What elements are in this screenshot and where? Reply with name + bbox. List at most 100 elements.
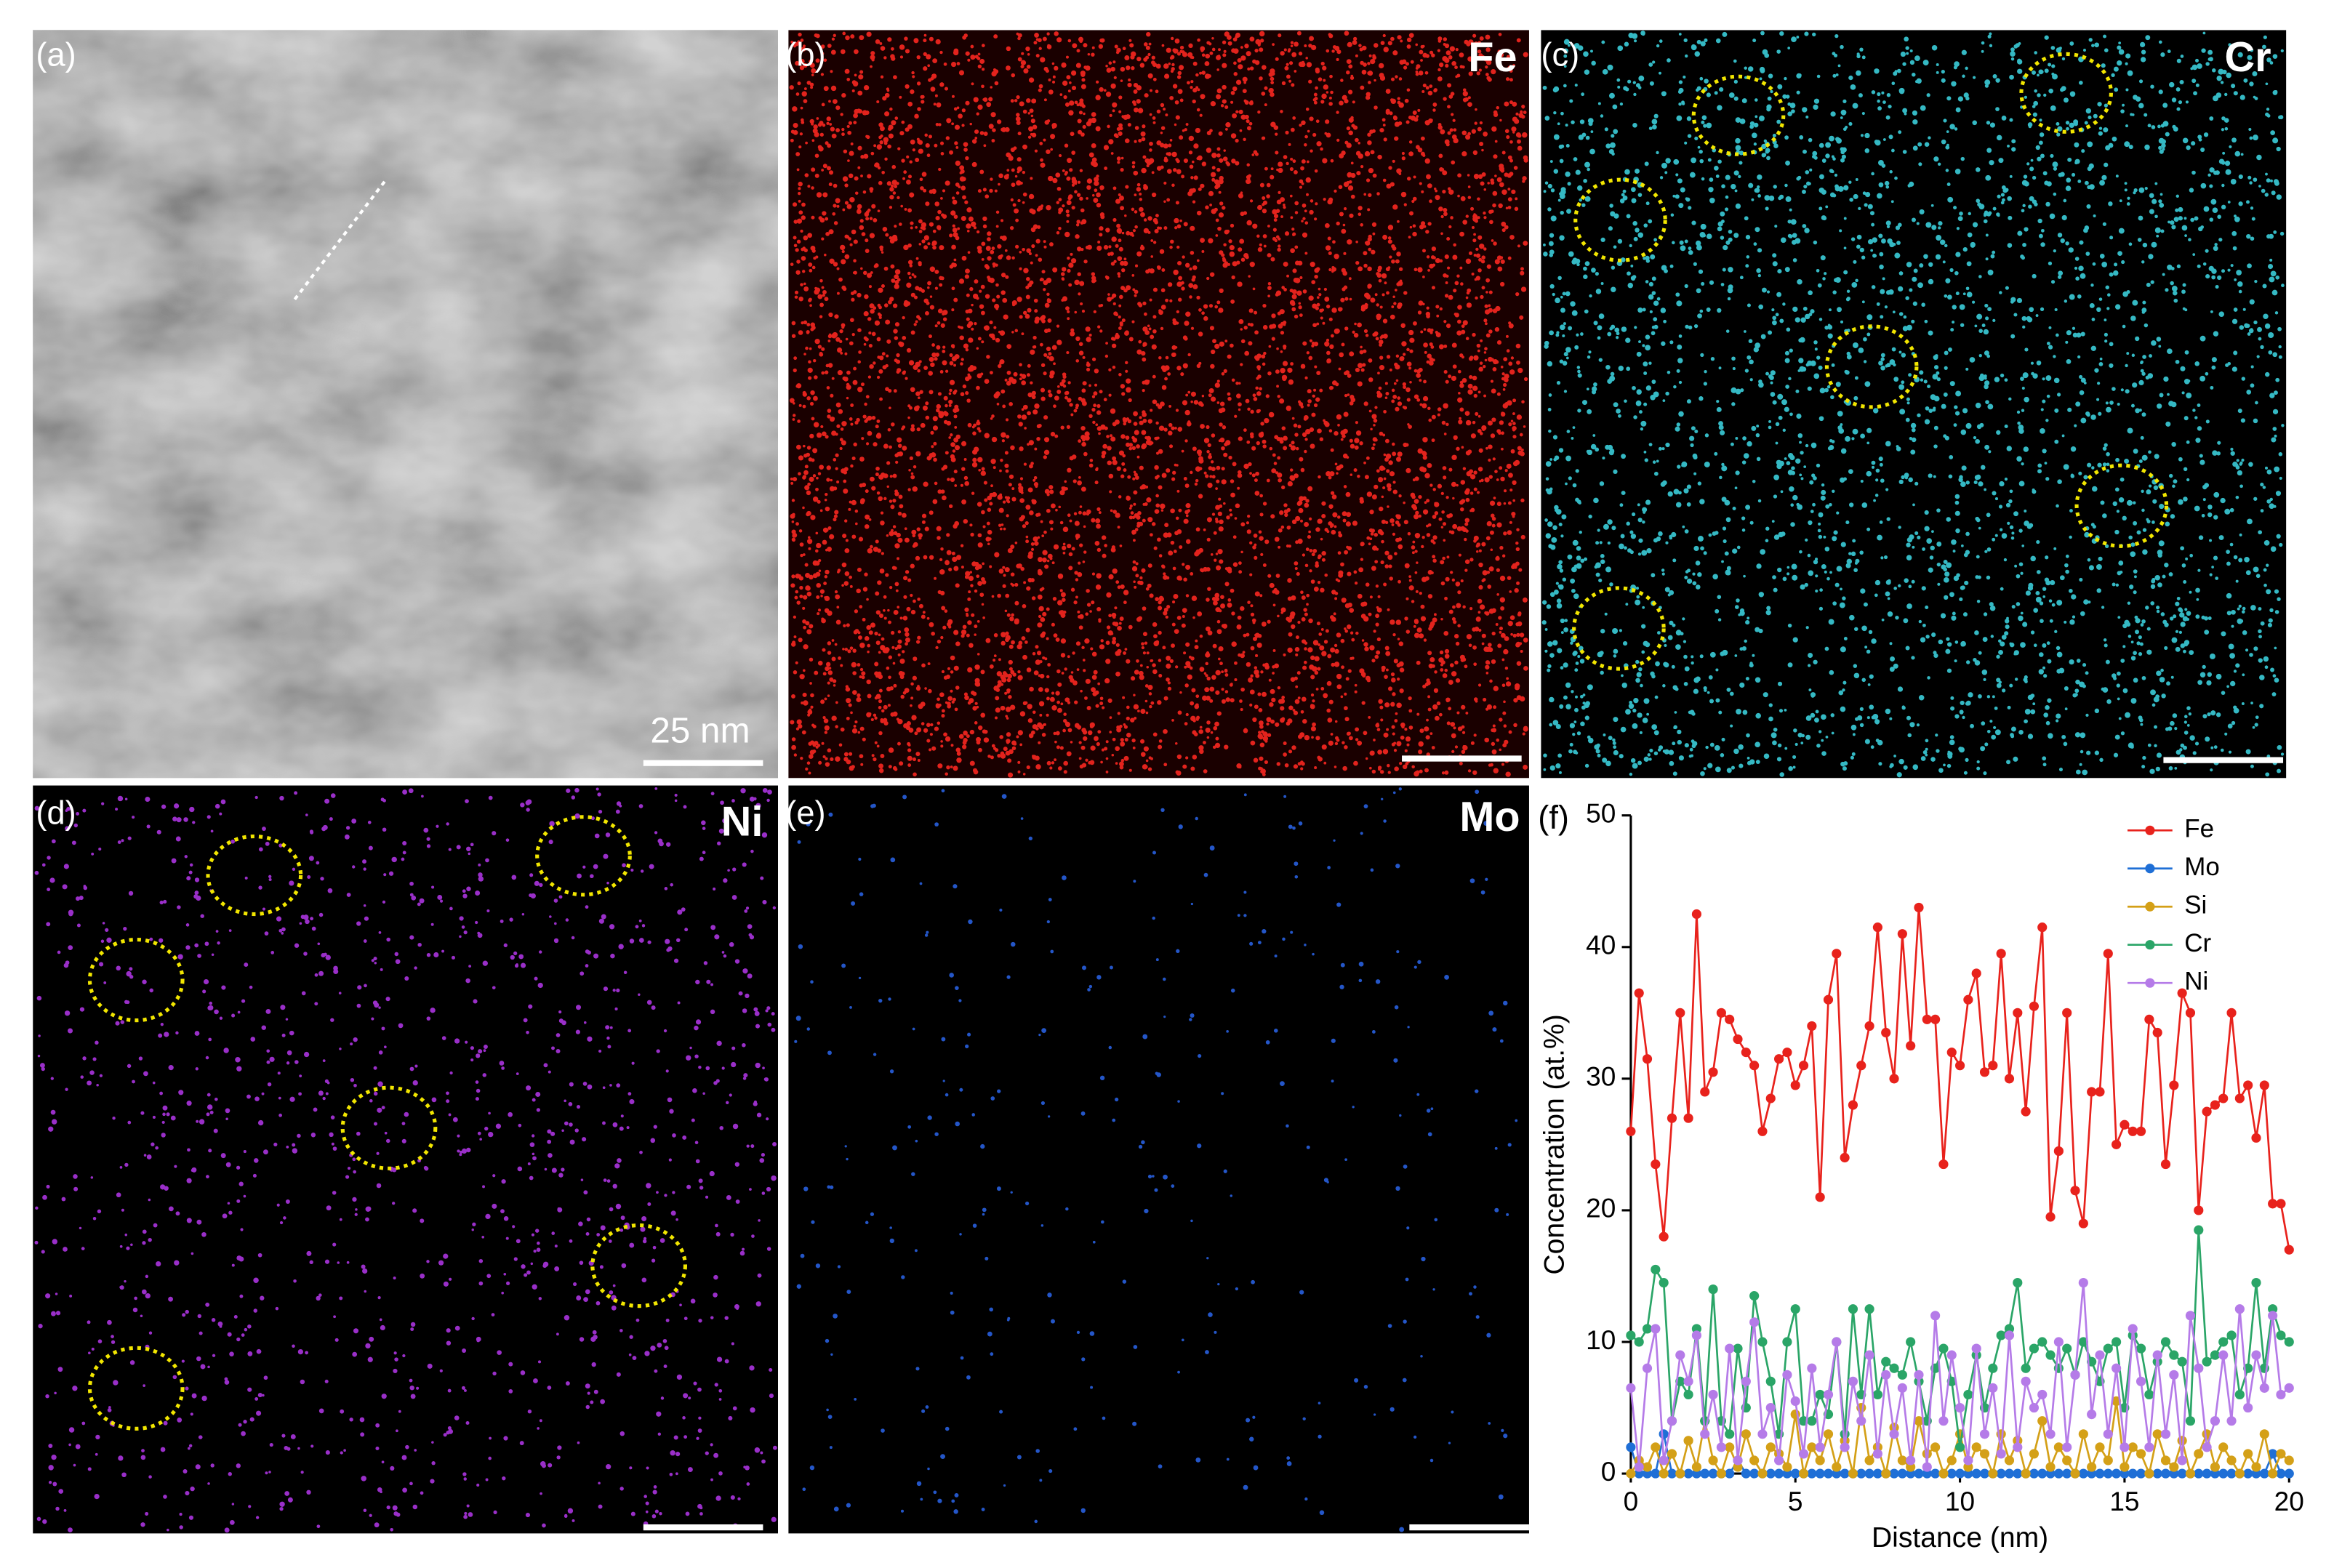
dot: [1389, 576, 1393, 581]
dot: [1222, 40, 1227, 44]
dot: [853, 725, 857, 728]
dot: [1355, 631, 1359, 635]
dot: [1465, 712, 1469, 715]
dot: [1417, 108, 1421, 112]
dot: [1406, 88, 1411, 92]
dot: [918, 230, 923, 233]
dot: [1004, 691, 1008, 695]
dot: [833, 99, 838, 104]
dot: [951, 244, 956, 250]
dot: [1283, 509, 1288, 514]
dot: [1174, 123, 1177, 126]
dot: [1003, 747, 1008, 752]
dot: [1118, 315, 1121, 319]
dot: [1459, 353, 1464, 358]
dot: [878, 688, 883, 693]
dot: [1006, 613, 1011, 617]
dot: [1466, 634, 1472, 640]
dot: [1402, 406, 1405, 409]
dot: [1230, 698, 1235, 703]
dot: [808, 457, 813, 462]
dot: [1308, 530, 1311, 534]
dot: [1128, 39, 1132, 42]
dot: [1297, 621, 1301, 624]
dot: [1076, 246, 1082, 252]
dot: [1373, 739, 1376, 741]
dot: [1467, 288, 1472, 293]
dot: [1374, 560, 1379, 564]
dot: [825, 762, 830, 767]
dot: [1509, 520, 1512, 524]
dot: [1415, 590, 1419, 593]
dot: [1341, 342, 1345, 347]
dot: [1132, 477, 1136, 481]
dot: [1025, 46, 1030, 52]
dot: [961, 629, 967, 635]
dot: [1379, 336, 1383, 339]
dot: [921, 172, 927, 177]
dot: [810, 86, 814, 89]
dot: [1381, 668, 1385, 672]
dot: [1391, 305, 1395, 309]
dot: [1131, 446, 1136, 451]
element-dots: [34, 31, 2285, 1533]
dot: [790, 138, 794, 142]
dot: [1252, 545, 1256, 550]
dot: [1139, 63, 1145, 68]
dot: [1105, 640, 1110, 646]
dot: [861, 437, 865, 441]
dot: [1342, 765, 1347, 771]
dot: [953, 765, 958, 771]
dot: [801, 321, 804, 325]
dot: [1305, 499, 1310, 503]
dot: [1344, 629, 1349, 633]
dot: [1216, 401, 1220, 404]
dot: [843, 581, 849, 586]
dot: [1209, 204, 1212, 206]
dot: [862, 482, 867, 487]
dot: [1155, 214, 1159, 218]
dot: [843, 757, 849, 762]
dot: [1472, 770, 1477, 775]
dot: [852, 690, 857, 695]
dot: [1487, 420, 1493, 426]
dot: [833, 684, 836, 687]
dot: [1120, 741, 1126, 747]
dot: [1092, 194, 1095, 197]
dot: [1264, 166, 1268, 171]
dot: [902, 371, 906, 375]
dot: [937, 209, 942, 214]
dot: [1341, 228, 1347, 234]
dot: [1385, 110, 1390, 115]
dot: [851, 765, 855, 769]
dot: [1438, 344, 1444, 350]
dot: [1433, 688, 1439, 693]
dot: [1014, 329, 1019, 333]
dot: [942, 625, 947, 630]
dot: [984, 433, 990, 438]
dot: [1232, 462, 1237, 467]
dot: [1038, 88, 1042, 92]
dot: [1121, 462, 1126, 466]
dot: [1395, 259, 1400, 264]
dot: [865, 489, 869, 494]
dot: [917, 369, 921, 373]
dot: [1178, 65, 1184, 71]
dot: [1371, 659, 1376, 663]
dot: [1372, 232, 1376, 236]
dot: [840, 244, 846, 251]
dot: [1467, 383, 1473, 389]
dot: [1302, 217, 1306, 220]
dot: [1163, 607, 1168, 612]
dot: [1304, 641, 1308, 645]
dot: [835, 105, 841, 110]
dot: [1328, 251, 1332, 255]
dot: [1324, 222, 1330, 228]
dot: [1235, 382, 1239, 385]
dot: [1077, 572, 1083, 577]
dot: [1050, 527, 1054, 531]
dot: [1239, 129, 1243, 132]
dot: [1038, 614, 1042, 619]
dot: [801, 730, 806, 735]
dot: [795, 522, 799, 526]
